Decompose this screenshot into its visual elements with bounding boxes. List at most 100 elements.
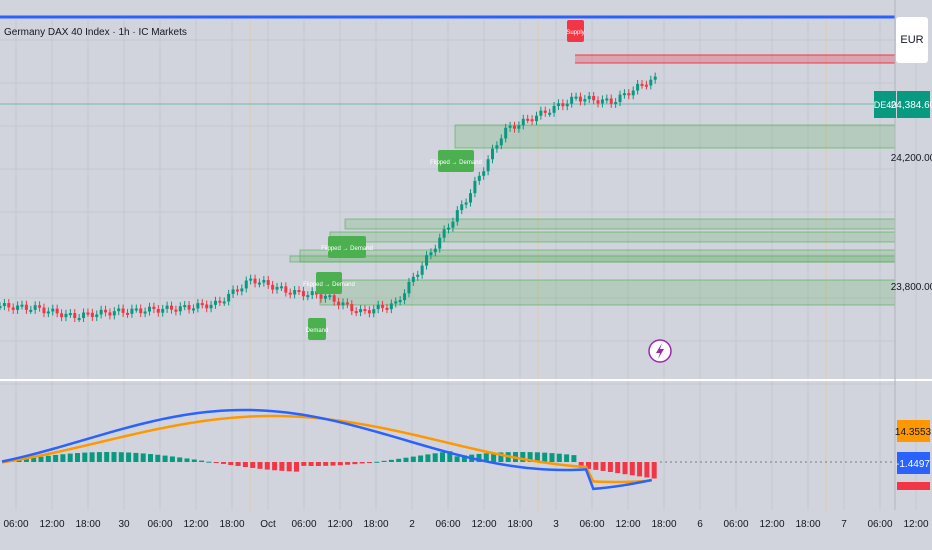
histogram-bar bbox=[622, 462, 628, 475]
time-tick-label: 18:00 bbox=[795, 519, 820, 530]
histogram-bar bbox=[140, 453, 146, 462]
histogram-bar bbox=[45, 455, 51, 462]
time-tick-label: 6 bbox=[697, 519, 703, 530]
candle bbox=[240, 288, 244, 292]
demand-zone bbox=[319, 279, 896, 306]
supply-zone bbox=[575, 55, 895, 63]
osc-tag-macd bbox=[897, 452, 930, 474]
candle bbox=[126, 312, 130, 315]
histogram-bar bbox=[148, 454, 153, 462]
candle bbox=[460, 204, 464, 211]
candle bbox=[622, 93, 626, 96]
candle bbox=[86, 312, 90, 315]
osc-tag-hist bbox=[897, 482, 930, 490]
candle bbox=[499, 138, 503, 146]
candle bbox=[614, 102, 618, 105]
candle bbox=[161, 308, 165, 313]
candle bbox=[68, 313, 72, 316]
histogram-bar bbox=[381, 460, 387, 462]
histogram-bar bbox=[337, 462, 343, 466]
histogram-bar bbox=[184, 458, 190, 462]
histogram-bar bbox=[615, 462, 621, 474]
candle bbox=[363, 309, 367, 312]
candle bbox=[64, 313, 68, 318]
time-tick-label: 18:00 bbox=[363, 519, 388, 530]
candle bbox=[90, 312, 94, 318]
histogram-bar bbox=[586, 462, 591, 469]
candle bbox=[178, 306, 182, 312]
candle bbox=[372, 309, 376, 314]
histogram-bar bbox=[367, 462, 372, 463]
flipped-tag bbox=[328, 236, 366, 258]
candle bbox=[649, 79, 653, 86]
supply-tag bbox=[567, 20, 584, 42]
candle bbox=[165, 305, 169, 309]
candle bbox=[504, 127, 508, 139]
histogram-bar bbox=[593, 462, 599, 470]
flipped-tag bbox=[316, 272, 342, 294]
candle bbox=[24, 304, 28, 310]
candle bbox=[82, 312, 86, 318]
candle bbox=[407, 281, 411, 294]
candle bbox=[644, 84, 648, 87]
candle bbox=[42, 307, 46, 314]
candle bbox=[451, 221, 455, 228]
candle bbox=[464, 202, 468, 205]
candle bbox=[583, 99, 587, 102]
candle bbox=[574, 96, 578, 99]
candle bbox=[196, 303, 200, 309]
histogram-bar bbox=[651, 462, 657, 479]
candle bbox=[605, 98, 609, 101]
candle bbox=[288, 292, 292, 295]
candle bbox=[104, 309, 108, 313]
candle bbox=[73, 313, 77, 318]
candle bbox=[51, 308, 55, 312]
candle bbox=[482, 171, 486, 176]
demand-tag bbox=[308, 318, 326, 340]
candle bbox=[112, 311, 116, 316]
histogram-bar bbox=[221, 462, 226, 464]
candle bbox=[473, 180, 477, 194]
histogram-bar bbox=[359, 462, 365, 464]
histogram-bar bbox=[323, 462, 329, 466]
candle bbox=[332, 295, 336, 302]
supply-tag-text: Supply bbox=[566, 30, 584, 36]
time-tick-label: 06:00 bbox=[435, 519, 460, 530]
candle bbox=[548, 112, 552, 115]
candle bbox=[416, 274, 420, 277]
histogram-bar bbox=[75, 453, 80, 462]
histogram-bar bbox=[425, 454, 431, 462]
time-tick-label: 06:00 bbox=[291, 519, 316, 530]
histogram-bar bbox=[126, 452, 132, 462]
candle bbox=[543, 110, 547, 113]
candle bbox=[337, 301, 341, 306]
candle bbox=[227, 293, 231, 302]
candle bbox=[169, 305, 173, 310]
currency-button[interactable]: EUR bbox=[896, 17, 928, 63]
candle bbox=[275, 286, 279, 290]
candle bbox=[205, 304, 209, 309]
histogram-bar bbox=[476, 453, 482, 462]
last-price-text: 24,384.60 bbox=[891, 100, 932, 111]
histogram-bar bbox=[432, 453, 438, 462]
candle bbox=[640, 83, 644, 86]
candle bbox=[297, 290, 301, 293]
candle bbox=[420, 265, 424, 275]
demand-tag-text: Demand bbox=[306, 328, 329, 334]
histogram-bar bbox=[206, 461, 212, 463]
histogram-bar bbox=[352, 462, 358, 465]
histogram-bar bbox=[118, 452, 124, 462]
histogram-bar bbox=[228, 462, 234, 465]
histogram-bar bbox=[264, 462, 270, 470]
histogram-bar bbox=[607, 462, 613, 472]
histogram-bar bbox=[374, 461, 380, 463]
candle bbox=[578, 96, 582, 102]
candle bbox=[350, 304, 354, 312]
candle bbox=[174, 309, 178, 312]
candle bbox=[95, 314, 99, 318]
histogram-bar bbox=[418, 455, 424, 462]
histogram-bar bbox=[637, 462, 643, 477]
price-tick-23800: 23,800.00 bbox=[891, 282, 932, 293]
candle bbox=[534, 115, 538, 122]
